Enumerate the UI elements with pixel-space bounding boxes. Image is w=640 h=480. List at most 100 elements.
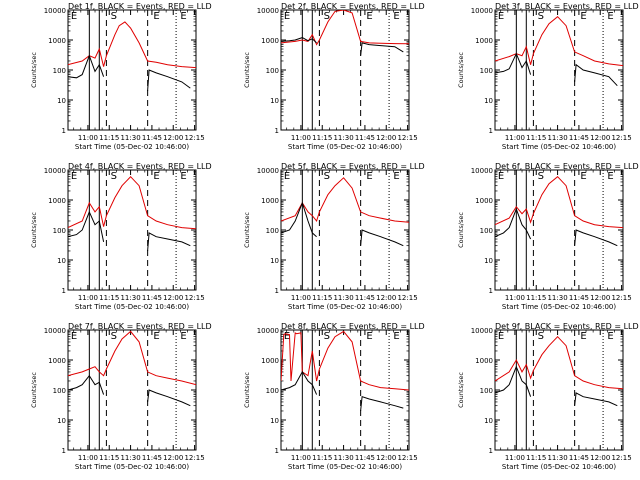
- x-tick-label: 12:00: [163, 294, 183, 302]
- event-marker: S: [324, 11, 330, 22]
- x-tick-label: 11:00: [505, 134, 525, 142]
- series-line-events: [360, 396, 404, 412]
- y-tick-label: 100: [480, 227, 493, 235]
- y-tick-label: 10000: [471, 7, 493, 15]
- x-tick-label: 11:00: [291, 454, 311, 462]
- series-line-events: [574, 63, 618, 87]
- series-line-events: [281, 370, 318, 395]
- panel-title: Det 1f, BLACK = Events, RED = LLD: [68, 2, 212, 11]
- x-tick-label: 11:15: [99, 454, 119, 462]
- x-tick-label: 11:30: [333, 134, 353, 142]
- event-marker: E: [498, 11, 504, 22]
- y-tick-label: 1000: [475, 357, 493, 365]
- x-tick-label: 11:15: [526, 294, 546, 302]
- plot-frame: [280, 9, 410, 131]
- y-axis-label: Counts/sec: [243, 372, 251, 408]
- y-tick-label: 1000: [48, 37, 66, 45]
- panel-7: Det 7f, BLACK = Events, RED = LLD 1 10 100 1…: [30, 322, 212, 471]
- y-tick-label: 1: [489, 127, 493, 135]
- series-line-lld: [495, 16, 623, 67]
- event-marker: E: [393, 171, 399, 182]
- series-line-events: [68, 374, 105, 395]
- y-axis-label: Counts/sec: [457, 212, 465, 248]
- y-tick-label: 1000: [475, 37, 493, 45]
- x-tick-label: 11:45: [142, 454, 162, 462]
- y-tick-label: 10000: [44, 7, 66, 15]
- event-marker: S: [538, 171, 544, 182]
- x-tick-label: 12:00: [163, 134, 183, 142]
- y-tick-label: 10: [484, 97, 493, 105]
- series-line-lld: [495, 335, 623, 390]
- event-marker: E: [607, 11, 613, 22]
- x-tick-label: 11:15: [312, 454, 332, 462]
- x-tick-label: 12:00: [163, 454, 183, 462]
- y-axis-label: Counts/sec: [457, 372, 465, 408]
- plot-area: [495, 16, 623, 87]
- y-tick-label: 1: [489, 447, 493, 455]
- x-tick-label: 11:00: [505, 294, 525, 302]
- panel-title: Det 3f, BLACK = Events, RED = LLD: [495, 2, 639, 11]
- y-tick-label: 100: [480, 387, 493, 395]
- x-tick-label: 11:00: [78, 294, 98, 302]
- panel-title: Det 8f, BLACK = Events, RED = LLD: [281, 322, 425, 331]
- series-line-events: [68, 210, 105, 243]
- event-marker: E: [607, 171, 613, 182]
- x-tick-label: 11:15: [526, 134, 546, 142]
- y-tick-label: 10: [270, 417, 279, 425]
- x-tick-label: 12:15: [397, 294, 417, 302]
- x-tick-label: 11:15: [99, 134, 119, 142]
- series-line-events: [281, 37, 317, 44]
- x-tick-label: 11:45: [142, 294, 162, 302]
- x-tick-label: 11:45: [355, 134, 375, 142]
- event-marker: S: [538, 11, 544, 22]
- y-axis-label: Counts/sec: [243, 212, 251, 248]
- x-tick-label: 11:15: [526, 454, 546, 462]
- x-tick-label: 11:30: [333, 294, 353, 302]
- plot-frame: [280, 329, 410, 451]
- x-tick-label: 11:30: [120, 294, 140, 302]
- panel-1: Det 1f, BLACK = Events, RED = LLD 1 10 100 1…: [30, 2, 212, 151]
- series-line-events: [574, 229, 618, 247]
- y-tick-label: 10: [57, 417, 66, 425]
- y-tick-label: 10000: [257, 7, 279, 15]
- panel-6: Det 6f, BLACK = Events, RED = LLD 1 10 100 1…: [457, 162, 639, 311]
- event-marker: E: [71, 11, 77, 22]
- y-axis-label: Counts/sec: [243, 52, 251, 88]
- panel-5: Det 5f, BLACK = Events, RED = LLD 1 10 100 1…: [243, 162, 425, 311]
- y-tick-label: 1000: [475, 197, 493, 205]
- y-tick-label: 10: [57, 97, 66, 105]
- y-tick-label: 10: [57, 257, 66, 265]
- x-tick-label: 11:30: [547, 454, 567, 462]
- x-tick-label: 12:00: [376, 454, 396, 462]
- y-tick-label: 10: [270, 257, 279, 265]
- event-marker: E: [180, 331, 186, 342]
- x-axis-label: Start Time (05-Dec-02 10:46:00): [502, 303, 616, 311]
- x-axis-label: Start Time (05-Dec-02 10:46:00): [502, 143, 616, 151]
- event-marker: E: [71, 171, 77, 182]
- y-tick-label: 1000: [48, 357, 66, 365]
- x-tick-label: 11:45: [355, 454, 375, 462]
- event-marker: E: [498, 331, 504, 342]
- x-tick-label: 11:45: [569, 454, 589, 462]
- plot-area: [495, 335, 623, 407]
- x-tick-label: 12:00: [590, 454, 610, 462]
- y-tick-label: 10000: [44, 327, 66, 335]
- y-tick-label: 10000: [471, 327, 493, 335]
- y-tick-label: 10000: [44, 167, 66, 175]
- x-tick-label: 12:15: [184, 294, 204, 302]
- panel-title: Det 5f, BLACK = Events, RED = LLD: [281, 162, 425, 171]
- event-marker: S: [538, 331, 544, 342]
- x-tick-label: 12:15: [397, 454, 417, 462]
- x-tick-label: 11:45: [142, 134, 162, 142]
- x-tick-label: 11:15: [312, 294, 332, 302]
- event-marker: E: [284, 11, 290, 22]
- panel-2: Det 2f, BLACK = Events, RED = LLD 1 10 100 1…: [243, 2, 425, 151]
- plot-area: [495, 176, 623, 247]
- y-axis-label: Counts/sec: [457, 52, 465, 88]
- y-tick-label: 10000: [471, 167, 493, 175]
- x-tick-label: 12:15: [611, 134, 631, 142]
- event-marker: E: [71, 331, 77, 342]
- panel-title: Det 4f, BLACK = Events, RED = LLD: [68, 162, 212, 171]
- series-line-lld: [495, 176, 623, 229]
